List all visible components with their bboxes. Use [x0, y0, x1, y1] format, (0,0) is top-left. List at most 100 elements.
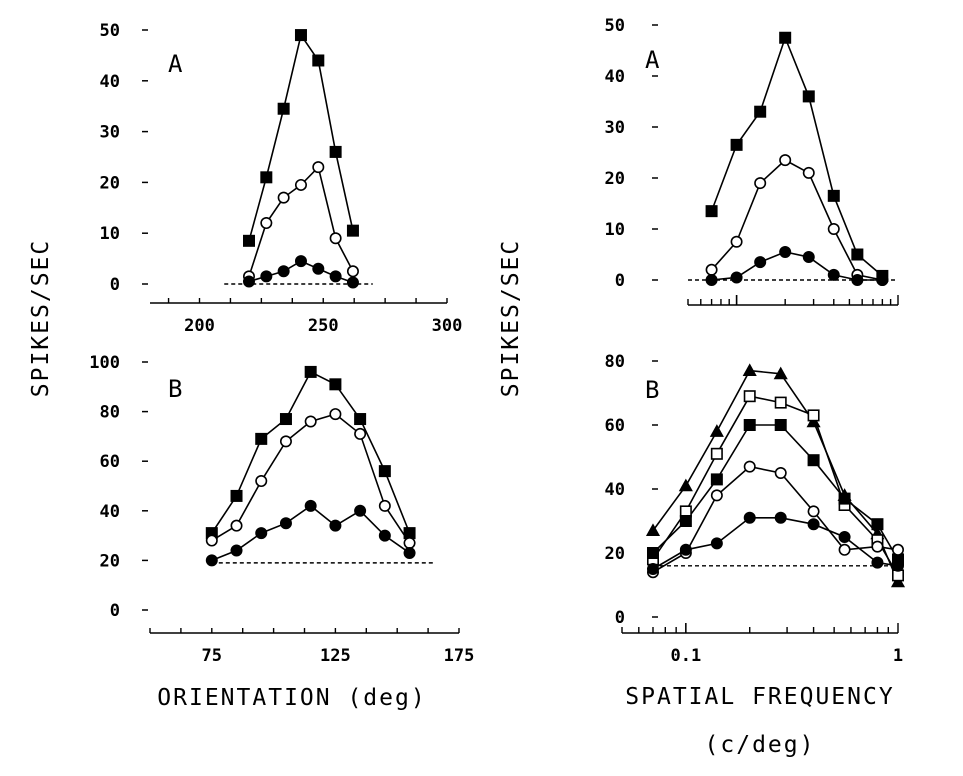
- data-point: [773, 366, 788, 380]
- panel-letter: B: [168, 375, 182, 403]
- y-tick-label: 60: [605, 416, 625, 436]
- series-line: [710, 159, 883, 281]
- data-point: [802, 90, 815, 103]
- data-point: [754, 105, 767, 118]
- data-point: [807, 409, 820, 422]
- y-tick-label: 20: [605, 169, 625, 189]
- data-point: [260, 217, 273, 230]
- data-point: [807, 454, 820, 467]
- data-point: [294, 29, 307, 42]
- data-point: [329, 519, 342, 532]
- data-point: [807, 518, 820, 531]
- y-tick-label: 0: [110, 601, 120, 621]
- data-point: [838, 492, 851, 505]
- y-tick-label: 100: [89, 353, 120, 373]
- data-point: [294, 255, 307, 268]
- panel-letter: A: [168, 50, 183, 78]
- data-point: [312, 262, 325, 275]
- panel-orientation-B: B 0 20 40 60 80 100 75 125 175: [89, 353, 474, 666]
- y-tick-label: 50: [100, 21, 120, 41]
- data-point: [774, 418, 787, 431]
- x-tick-label: 0.1: [671, 646, 702, 666]
- data-point: [294, 178, 307, 191]
- xlabel-right-line2: (c/deg): [705, 732, 816, 758]
- data-point: [705, 263, 718, 276]
- data-point: [329, 378, 342, 391]
- data-point: [710, 489, 723, 502]
- data-point: [312, 54, 325, 67]
- data-point: [779, 245, 792, 258]
- data-point: [876, 273, 889, 286]
- data-point: [260, 171, 273, 184]
- panel-spatial-frequency-B: B 0 20 40 60 80 0.1 1: [605, 352, 906, 666]
- y-tick-label: 80: [100, 403, 120, 423]
- y-tick-label: 50: [605, 16, 625, 36]
- data-point: [346, 276, 359, 289]
- data-point: [851, 248, 864, 261]
- y-tick-label: 30: [100, 123, 120, 143]
- ylabel-left: SPIKES/SEC: [28, 239, 54, 397]
- xlabel-right-line1: SPATIAL FREQUENCY: [625, 684, 894, 710]
- data-point: [346, 224, 359, 237]
- ylabel-right: SPIKES/SEC: [498, 239, 524, 397]
- data-point: [730, 271, 743, 284]
- data-point: [255, 527, 268, 540]
- data-point: [230, 544, 243, 557]
- data-point: [807, 505, 820, 518]
- data-point: [779, 31, 792, 44]
- y-tick-label: 30: [605, 118, 625, 138]
- data-point: [255, 432, 268, 445]
- data-point: [279, 435, 292, 448]
- data-point: [279, 517, 292, 530]
- data-point: [871, 518, 884, 531]
- data-point: [802, 166, 815, 179]
- x-tick-label: 200: [184, 316, 215, 336]
- y-tick-label: 20: [100, 551, 120, 571]
- data-point: [710, 537, 723, 550]
- data-point: [304, 365, 317, 378]
- data-point: [304, 415, 317, 428]
- data-point: [705, 205, 718, 218]
- y-tick-label: 0: [615, 271, 625, 291]
- data-point: [378, 499, 391, 512]
- data-point: [678, 478, 693, 492]
- data-point: [709, 424, 724, 437]
- y-tick-label: 40: [605, 480, 625, 500]
- panel-spatial-frequency-A: A 0 10 20 30 40 50: [605, 16, 899, 306]
- data-point: [710, 447, 723, 460]
- data-point: [743, 460, 756, 473]
- y-tick-label: 10: [605, 220, 625, 240]
- data-point: [403, 527, 416, 540]
- data-point: [329, 408, 342, 421]
- data-point: [891, 543, 904, 556]
- y-tick-label: 20: [100, 173, 120, 193]
- data-point: [354, 504, 367, 517]
- data-point: [230, 519, 243, 532]
- data-point: [646, 562, 659, 575]
- data-point: [403, 546, 416, 559]
- data-point: [679, 543, 692, 556]
- data-point: [742, 363, 757, 377]
- data-point: [871, 556, 884, 569]
- data-point: [346, 265, 359, 278]
- data-point: [802, 251, 815, 264]
- data-point: [277, 102, 290, 115]
- x-tick-label: 1: [893, 646, 903, 666]
- data-point: [354, 413, 367, 426]
- x-tick-label: 175: [444, 646, 475, 666]
- data-point: [279, 413, 292, 426]
- data-point: [378, 529, 391, 542]
- data-point: [838, 543, 851, 556]
- data-point: [329, 270, 342, 283]
- y-tick-label: 60: [100, 452, 120, 472]
- y-tick-label: 20: [605, 544, 625, 564]
- data-point: [774, 396, 787, 409]
- x-tick-label: 250: [308, 316, 339, 336]
- data-point: [743, 511, 756, 524]
- series-line: [248, 33, 354, 242]
- data-point: [871, 540, 884, 553]
- x-tick-label: 125: [320, 646, 351, 666]
- y-tick-label: 0: [615, 608, 625, 628]
- y-tick-label: 80: [605, 352, 625, 372]
- y-tick-label: 40: [100, 72, 120, 92]
